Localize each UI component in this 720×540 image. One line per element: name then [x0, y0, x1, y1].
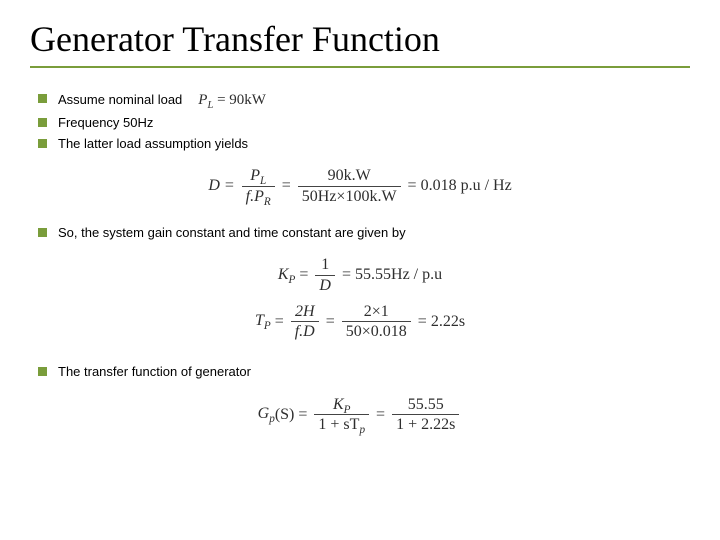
- bullet-list: Assume nominal load PL = 90kW Frequency …: [36, 90, 690, 153]
- slide: Generator Transfer Function Assume nomin…: [0, 0, 720, 540]
- equation-kp: KP = 1 D = 55.55Hz / p.u: [30, 256, 690, 294]
- bullet-transfer-function: The transfer function of generator: [36, 363, 690, 382]
- equation-pl: PL = 90kW: [198, 90, 266, 112]
- bullet-assumption: The latter load assumption yields: [36, 135, 690, 154]
- equation-gp: Gp(S) = KP 1 + sTp = 55.55 1 + 2.22s: [30, 396, 690, 434]
- page-title: Generator Transfer Function: [30, 18, 690, 60]
- equation-d: D = PL f.PR = 90k.W 50Hz×100k.W = 0.018 …: [30, 167, 690, 205]
- bullet-text: Assume nominal load: [58, 91, 182, 110]
- equation-tp: TP = 2H f.D = 2×1 50×0.018 = 2.22s: [30, 303, 690, 341]
- bullet-nominal-load: Assume nominal load PL = 90kW: [36, 90, 690, 112]
- bullet-list-2: So, the system gain constant and time co…: [36, 224, 690, 243]
- bullet-frequency: Frequency 50Hz: [36, 114, 690, 133]
- bullet-gain-constant: So, the system gain constant and time co…: [36, 224, 690, 243]
- bullet-list-3: The transfer function of generator: [36, 363, 690, 382]
- title-rule: [30, 66, 690, 68]
